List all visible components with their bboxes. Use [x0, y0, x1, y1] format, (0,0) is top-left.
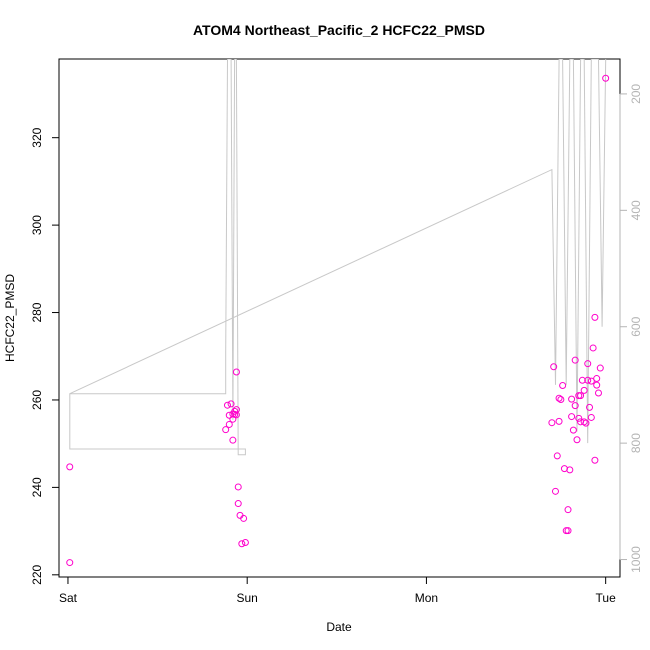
right-axis-tick-label: 200	[629, 84, 643, 104]
data-point	[227, 400, 235, 408]
data-point	[593, 381, 601, 389]
data-point	[223, 401, 231, 409]
right-axis-series-line	[69, 59, 607, 456]
data-point	[550, 363, 558, 371]
chart-title: ATOM4 Northeast_Pacific_2 HCFC22_PMSD	[193, 22, 485, 38]
data-point	[231, 407, 239, 415]
data-point	[232, 368, 240, 376]
x-tick-label: Mon	[415, 591, 438, 605]
data-point	[569, 426, 577, 434]
data-point	[238, 540, 246, 548]
plot-area: Sat Sun Mon Tue 220 240 260 280 300 320 200 400 600 8…	[30, 58, 643, 605]
data-point	[587, 377, 595, 385]
y-axis-label: HCFC22_PMSD	[3, 274, 17, 362]
data-point	[571, 356, 579, 364]
data-point	[551, 487, 559, 495]
right-axis-tick-label: 600	[629, 316, 643, 336]
data-point	[559, 382, 567, 390]
x-tick-label: Sun	[237, 591, 258, 605]
data-point	[241, 538, 249, 546]
data-point	[573, 436, 581, 444]
right-axis-tick-label: 1000	[629, 546, 643, 573]
y-tick-label: 320	[30, 127, 44, 147]
data-point	[66, 559, 74, 567]
y-tick-label: 300	[30, 215, 44, 235]
data-point	[232, 411, 240, 419]
data-point	[568, 413, 576, 421]
data-point	[553, 452, 561, 460]
data-point	[564, 506, 572, 514]
data-point	[594, 389, 602, 397]
data-point	[229, 436, 237, 444]
right-axis-tick-label: 400	[629, 200, 643, 220]
data-point	[548, 419, 556, 427]
data-point	[568, 395, 576, 403]
data-point	[584, 376, 592, 384]
data-point	[587, 413, 595, 421]
data-point	[578, 376, 586, 384]
data-point	[577, 392, 585, 400]
data-point	[232, 406, 240, 414]
data-point	[566, 466, 574, 474]
data-point	[584, 360, 592, 368]
data-point	[589, 344, 597, 352]
x-tick-label: Sat	[59, 591, 78, 605]
data-point	[229, 415, 237, 423]
y-tick-label: 240	[30, 477, 44, 497]
data-point	[580, 386, 588, 394]
x-tick-label: Tue	[596, 591, 617, 605]
right-axis-tick-label: 800	[629, 433, 643, 453]
plot-frame	[58, 58, 621, 578]
data-point	[555, 394, 563, 402]
x-axis-label: Date	[326, 620, 352, 634]
data-point	[575, 414, 583, 422]
y-tick-label: 220	[30, 564, 44, 584]
data-point	[591, 456, 599, 464]
y-tick-label: 260	[30, 390, 44, 410]
data-point	[555, 417, 563, 425]
data-point	[66, 463, 74, 471]
data-point	[602, 74, 610, 82]
data-point	[557, 396, 565, 404]
data-point	[234, 483, 242, 491]
data-point	[582, 419, 590, 427]
data-point	[225, 411, 233, 419]
data-point	[586, 403, 594, 411]
data-point	[564, 527, 572, 535]
data-point	[222, 426, 230, 434]
data-point	[225, 420, 233, 428]
data-point	[593, 375, 601, 383]
data-point	[596, 364, 604, 372]
data-point	[240, 514, 248, 522]
data-point	[580, 418, 588, 426]
data-point	[591, 313, 599, 321]
data-point	[571, 402, 579, 410]
data-point	[234, 500, 242, 508]
y-tick-label: 280	[30, 302, 44, 322]
